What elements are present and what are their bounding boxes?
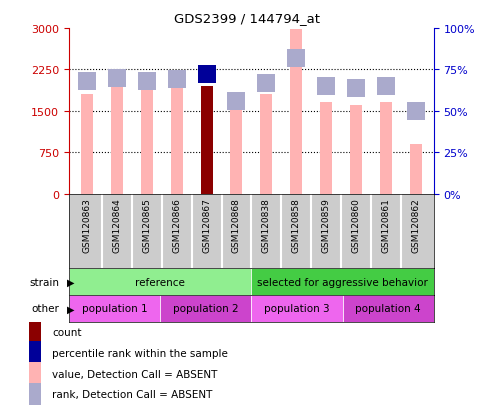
Text: GSM120862: GSM120862 <box>411 198 421 252</box>
Text: GSM120867: GSM120867 <box>202 198 211 253</box>
Point <box>352 85 360 92</box>
Text: population 1: population 1 <box>82 304 147 314</box>
Bar <box>160 295 251 322</box>
Bar <box>251 268 434 295</box>
Text: GSM120865: GSM120865 <box>142 198 151 253</box>
Bar <box>81 95 93 194</box>
Point <box>412 108 420 115</box>
Bar <box>260 95 272 194</box>
Text: other: other <box>31 304 59 314</box>
Bar <box>231 111 243 194</box>
Text: population 4: population 4 <box>355 304 421 314</box>
Bar <box>29 321 40 344</box>
Text: GSM120860: GSM120860 <box>352 198 360 253</box>
Bar <box>29 362 40 385</box>
Text: GSM120858: GSM120858 <box>292 198 301 253</box>
Bar <box>251 295 343 322</box>
Bar <box>410 145 422 194</box>
Point <box>292 55 300 62</box>
Bar <box>69 295 160 322</box>
Text: population 3: population 3 <box>264 304 330 314</box>
Bar <box>380 103 392 194</box>
Bar <box>201 87 212 194</box>
Point <box>322 83 330 90</box>
Text: reference: reference <box>135 277 185 287</box>
Text: GSM120866: GSM120866 <box>172 198 181 253</box>
Point <box>143 78 151 85</box>
Bar <box>141 91 153 194</box>
Bar <box>171 76 182 194</box>
Point <box>203 72 211 78</box>
Text: GDS2399 / 144794_at: GDS2399 / 144794_at <box>174 12 319 25</box>
Bar <box>350 105 362 194</box>
Bar <box>29 342 40 365</box>
Text: ▶: ▶ <box>67 304 74 314</box>
Bar <box>29 383 40 406</box>
Text: strain: strain <box>29 277 59 287</box>
Bar <box>69 268 251 295</box>
Bar <box>320 103 332 194</box>
Text: GSM120859: GSM120859 <box>322 198 331 253</box>
Point <box>173 77 180 83</box>
Text: GSM120861: GSM120861 <box>382 198 390 253</box>
Text: ▶: ▶ <box>67 277 74 287</box>
Bar <box>111 75 123 194</box>
Text: rank, Detection Call = ABSENT: rank, Detection Call = ABSENT <box>52 389 213 399</box>
Point <box>83 78 91 85</box>
Bar <box>343 295 434 322</box>
Text: GSM120868: GSM120868 <box>232 198 241 253</box>
Point <box>233 98 241 105</box>
Text: GSM120838: GSM120838 <box>262 198 271 253</box>
Point <box>262 80 270 87</box>
Text: percentile rank within the sample: percentile rank within the sample <box>52 348 228 358</box>
Point <box>382 83 390 90</box>
Text: selected for aggressive behavior: selected for aggressive behavior <box>257 277 428 287</box>
Text: GSM120864: GSM120864 <box>112 198 121 252</box>
Point <box>113 75 121 82</box>
Bar <box>290 30 302 194</box>
Text: population 2: population 2 <box>173 304 239 314</box>
Text: GSM120863: GSM120863 <box>82 198 92 253</box>
Text: value, Detection Call = ABSENT: value, Detection Call = ABSENT <box>52 369 218 379</box>
Text: count: count <box>52 328 82 337</box>
